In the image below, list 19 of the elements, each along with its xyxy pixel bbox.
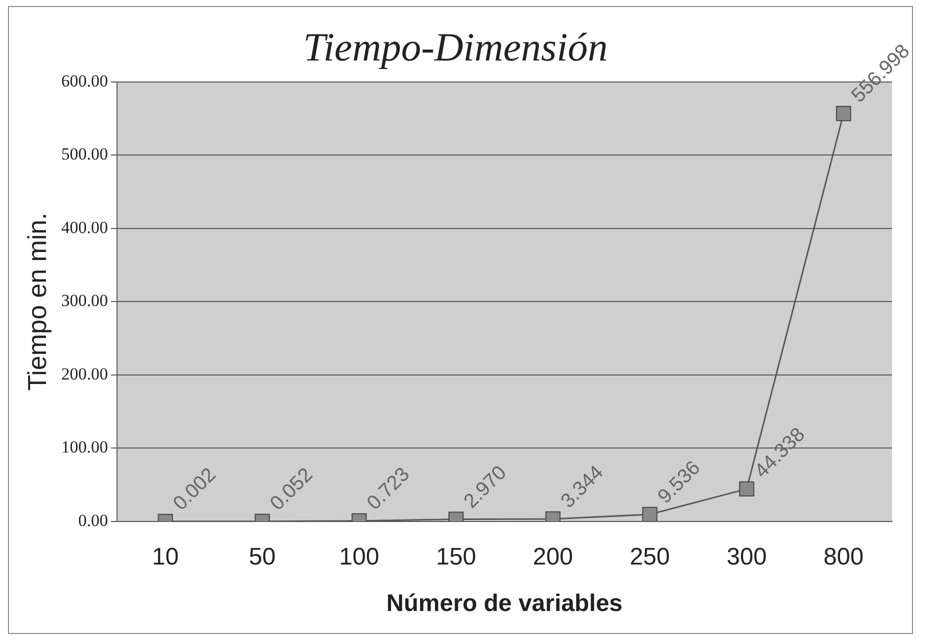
y-tick-label: 400.00 [61, 218, 108, 237]
y-tick-label: 600.00 [61, 71, 108, 90]
x-tick-label: 100 [339, 543, 380, 570]
x-tick-label: 250 [630, 543, 670, 570]
x-tick-label: 200 [532, 543, 573, 570]
y-tick-label: 300.00 [61, 291, 108, 310]
chart-title: Tiempo-Dimensión [303, 24, 608, 70]
y-tick-label: 500.00 [61, 144, 108, 164]
x-axis-title: Número de variables [386, 590, 623, 618]
x-tick-label: 150 [436, 543, 476, 570]
x-tick-label: 10 [152, 543, 179, 570]
y-tick-label: 100.00 [61, 438, 108, 457]
y-axis-title: Tiempo en min. [22, 212, 52, 391]
point [836, 106, 852, 122]
x-tick-label: 800 [824, 543, 864, 570]
x-tick-label: 300 [726, 543, 767, 570]
y-tick-label: 0.00 [78, 510, 108, 530]
x-tick-label: 50 [248, 543, 276, 570]
y-tick-label: 200.00 [61, 364, 108, 384]
